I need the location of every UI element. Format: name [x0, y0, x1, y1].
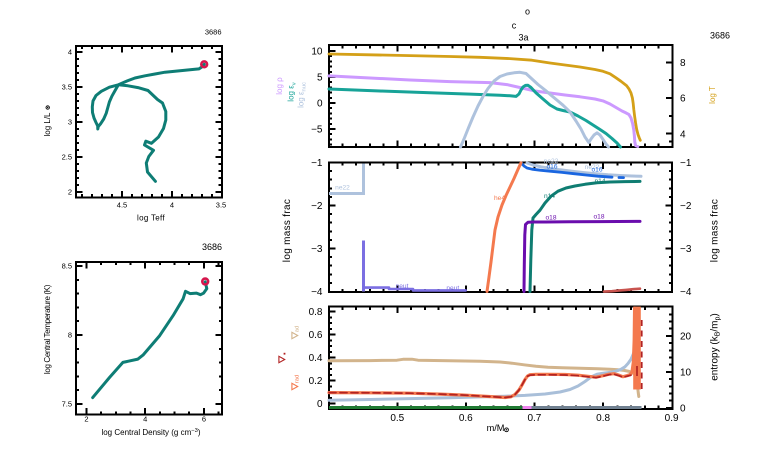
- svg-text:8: 8: [680, 58, 686, 69]
- svg-text:−4: −4: [311, 287, 323, 298]
- svg-text:0: 0: [317, 399, 323, 410]
- svg-text:ne22: ne22: [544, 158, 559, 165]
- svg-text:−1: −1: [311, 158, 323, 169]
- svg-text:log mass frac: log mass frac: [282, 199, 293, 262]
- svg-text:m/M: m/M: [487, 423, 505, 433]
- svg-text:0.6: 0.6: [459, 413, 473, 424]
- svg-text:4: 4: [170, 201, 174, 210]
- svg-text:entropy (kB/mp): entropy (kB/mp): [710, 313, 722, 381]
- svg-text:log Teff: log Teff: [137, 214, 165, 223]
- svg-text:0.4: 0.4: [309, 353, 323, 364]
- svg-text:he4: he4: [494, 195, 505, 202]
- svg-text:o18: o18: [545, 215, 556, 222]
- svg-text:2: 2: [68, 188, 72, 197]
- svg-text:o16: o16: [591, 167, 602, 174]
- svg-text:−2: −2: [680, 201, 692, 212]
- svg-text:6: 6: [202, 415, 206, 424]
- svg-text:log mass frac: log mass frac: [710, 199, 721, 262]
- svg-text:−3: −3: [680, 244, 692, 255]
- svg-text:−5: −5: [311, 125, 323, 136]
- svg-text:ne22: ne22: [335, 184, 350, 191]
- svg-text:2: 2: [84, 415, 88, 424]
- svg-text:o: o: [525, 7, 530, 17]
- svg-text:neut: neut: [446, 285, 459, 292]
- svg-text:n14: n14: [594, 178, 605, 185]
- svg-text:o18: o18: [593, 214, 604, 221]
- svg-text:8: 8: [68, 331, 72, 340]
- svg-text:−4: −4: [680, 287, 692, 298]
- svg-text:neut: neut: [396, 283, 409, 290]
- svg-text:rad: rad: [294, 375, 300, 383]
- svg-text:c: c: [512, 21, 517, 31]
- svg-text:log T: log T: [708, 86, 717, 104]
- svg-text:0.7: 0.7: [527, 413, 541, 424]
- svg-text:6: 6: [680, 93, 686, 104]
- svg-text:0.2: 0.2: [309, 376, 323, 387]
- svg-text:3686: 3686: [710, 31, 730, 41]
- svg-text:3.5: 3.5: [216, 201, 226, 210]
- svg-text:log ρ: log ρ: [275, 77, 284, 95]
- svg-text:0.8: 0.8: [596, 413, 610, 424]
- svg-text:0.6: 0.6: [309, 330, 323, 341]
- svg-text:4: 4: [68, 48, 72, 57]
- svg-text:−3: −3: [311, 244, 323, 255]
- svg-text:10: 10: [680, 368, 692, 379]
- svg-text:log L/L: log L/L: [43, 112, 52, 137]
- svg-text:0: 0: [317, 99, 323, 110]
- svg-text:0.8: 0.8: [309, 307, 323, 318]
- svg-text:log εnuc: log εnuc: [297, 82, 308, 108]
- svg-text:ne22: ne22: [585, 164, 600, 171]
- svg-text:0.5: 0.5: [390, 413, 404, 424]
- svg-text:o16: o16: [546, 163, 557, 170]
- svg-text:3686: 3686: [202, 242, 222, 252]
- svg-text:−1: −1: [680, 158, 692, 169]
- svg-text:log Central Temperature (K): log Central Temperature (K): [43, 284, 52, 374]
- svg-text:10: 10: [311, 47, 323, 58]
- svg-text:5: 5: [317, 73, 323, 84]
- svg-text:3686: 3686: [205, 28, 222, 37]
- svg-text:0.9: 0.9: [665, 413, 679, 424]
- svg-text:4: 4: [143, 415, 147, 424]
- svg-text:4: 4: [680, 129, 686, 140]
- svg-text:8.5: 8.5: [62, 262, 72, 271]
- svg-text:3: 3: [68, 118, 72, 127]
- svg-text:log εν: log εν: [287, 82, 298, 101]
- svg-text:7.5: 7.5: [62, 400, 72, 409]
- svg-text:0: 0: [680, 404, 686, 415]
- svg-text:3.5: 3.5: [62, 83, 72, 92]
- svg-text:log Central Density (g cm−3): log Central Density (g cm−3): [101, 428, 200, 437]
- svg-text:3a: 3a: [518, 33, 528, 43]
- svg-text:20: 20: [680, 332, 692, 343]
- svg-text:4.5: 4.5: [117, 201, 127, 210]
- svg-text:n14: n14: [544, 193, 555, 200]
- svg-text:2.5: 2.5: [62, 153, 72, 162]
- svg-text:−2: −2: [311, 201, 323, 212]
- svg-text:ad: ad: [294, 326, 300, 332]
